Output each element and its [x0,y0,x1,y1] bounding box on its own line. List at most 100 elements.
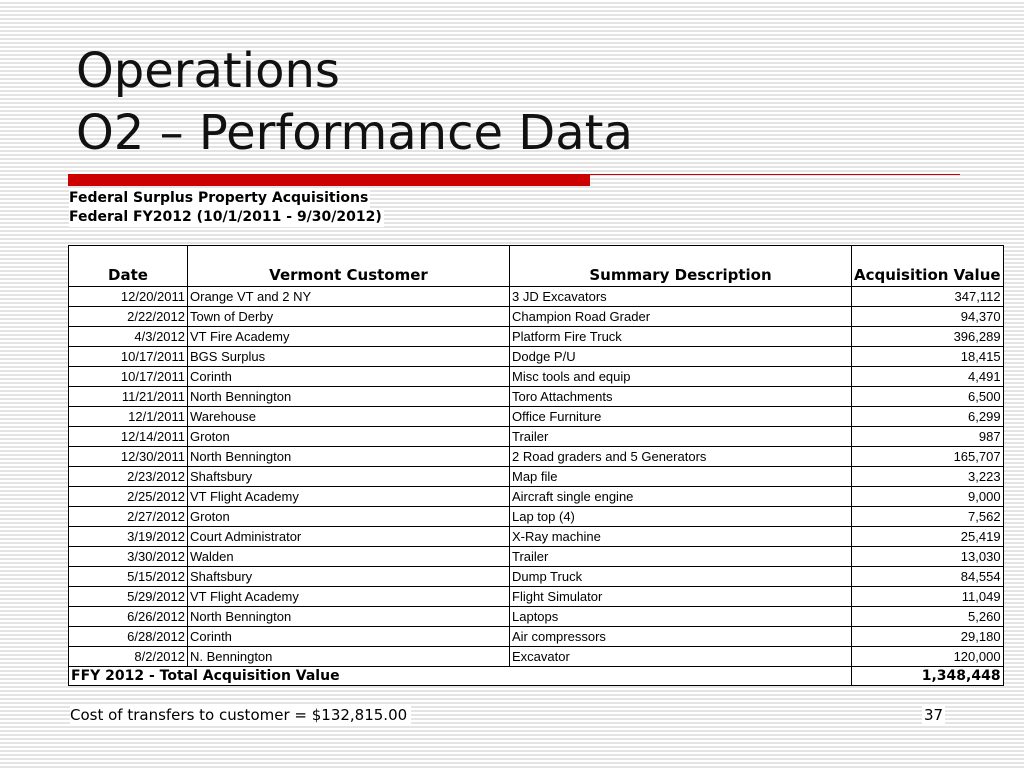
cell-value: 13,030 [851,546,1004,567]
cell-date: 2/25/2012 [68,486,188,507]
column-header-description: Summary Description [509,245,852,287]
cell-date: 6/26/2012 [68,606,188,627]
table-row: 6/26/2012 North Bennington Laptops 5,260 [68,606,1004,627]
report-period: Federal FY2012 (10/1/2011 - 9/30/2012) [69,208,384,227]
column-header-date: Date [68,245,188,287]
table-row: 5/29/2012 VT Flight Academy Flight Simulat… [68,586,1004,607]
table-row: 8/2/2012 N. Bennington Excavator 120,000 [68,646,1004,667]
cell-date: 2/27/2012 [68,506,188,527]
cell-customer: BGS Surplus [187,346,510,367]
cell-customer: Corinth [187,366,510,387]
cell-description: Office Furniture [509,406,852,427]
cell-date: 3/30/2012 [68,546,188,567]
cell-description: Aircraft single engine [509,486,852,507]
cell-date: 10/17/2011 [68,346,188,367]
cell-date: 2/23/2012 [68,466,188,487]
slide-title: Operations O2 – Performance Data [76,40,633,164]
cell-customer: Groton [187,426,510,447]
cell-description: Map file [509,466,852,487]
cell-value: 3,223 [851,466,1004,487]
total-label: FFY 2012 - Total Acquisition Value [68,666,852,686]
cell-customer: VT Flight Academy [187,586,510,607]
cell-customer: VT Flight Academy [187,486,510,507]
table-row: 12/20/2011 Orange VT and 2 NY 3 JD Excava… [68,286,1004,307]
divider-red-bar [68,174,590,186]
cell-customer: Groton [187,506,510,527]
cell-description: Flight Simulator [509,586,852,607]
cell-value: 94,370 [851,306,1004,327]
cell-value: 29,180 [851,626,1004,647]
cell-value: 987 [851,426,1004,447]
divider-thin-line [590,174,960,175]
cell-value: 4,491 [851,366,1004,387]
cell-value: 347,112 [851,286,1004,307]
cell-description: Platform Fire Truck [509,326,852,347]
cell-customer: Town of Derby [187,306,510,327]
cell-description: Trailer [509,546,852,567]
cell-customer: North Bennington [187,446,510,467]
table-row: 12/14/2011 Groton Trailer 987 [68,426,1004,447]
cell-customer: Shaftsbury [187,466,510,487]
cell-date: 5/29/2012 [68,586,188,607]
cell-customer: Corinth [187,626,510,647]
cell-description: Excavator [509,646,852,667]
cell-description: Toro Attachments [509,386,852,407]
cell-customer: North Bennington [187,606,510,627]
title-line-1: Operations [76,43,340,99]
cell-date: 2/22/2012 [68,306,188,327]
table-row: 3/19/2012 Court Administrator X-Ray machin… [68,526,1004,547]
cell-value: 6,299 [851,406,1004,427]
table-row: 12/30/2011 North Bennington 2 Road graders… [68,446,1004,467]
cell-description: Dodge P/U [509,346,852,367]
cell-value: 396,289 [851,326,1004,347]
total-row: FFY 2012 - Total Acquisition Value 1,348… [68,666,1004,686]
cell-description: Misc tools and equip [509,366,852,387]
cell-value: 84,554 [851,566,1004,587]
table-row: 2/25/2012 VT Flight Academy Aircraft singl… [68,486,1004,507]
cell-value: 7,562 [851,506,1004,527]
cell-value: 18,415 [851,346,1004,367]
table-row: 10/17/2011 Corinth Misc tools and equip 4,4… [68,366,1004,387]
cell-customer: Court Administrator [187,526,510,547]
table-header-row: Date Vermont Customer Summary Descriptio… [68,245,1004,287]
cell-date: 12/20/2011 [68,286,188,307]
cell-date: 11/21/2011 [68,386,188,407]
cell-customer: North Bennington [187,386,510,407]
cell-description: 3 JD Excavators [509,286,852,307]
cell-description: Dump Truck [509,566,852,587]
table-row: 2/27/2012 Groton Lap top (4) 7,562 [68,506,1004,527]
title-divider [68,174,960,186]
total-value: 1,348,448 [851,666,1004,686]
cell-description: Lap top (4) [509,506,852,527]
cell-customer: VT Fire Academy [187,326,510,347]
table-row: 2/22/2012 Town of Derby Champion Road Grad… [68,306,1004,327]
cell-value: 25,419 [851,526,1004,547]
cell-customer: Orange VT and 2 NY [187,286,510,307]
cell-date: 5/15/2012 [68,566,188,587]
table-row: 12/1/2011 Warehouse Office Furniture 6,299 [68,406,1004,427]
cell-value: 165,707 [851,446,1004,467]
cell-description: Air compressors [509,626,852,647]
cell-date: 12/30/2011 [68,446,188,467]
cell-date: 8/2/2012 [68,646,188,667]
cell-description: X-Ray machine [509,526,852,547]
table-body: 12/20/2011 Orange VT and 2 NY 3 JD Excava… [68,286,1004,667]
cell-date: 3/19/2012 [68,526,188,547]
cell-value: 120,000 [851,646,1004,667]
transfer-cost-note: Cost of transfers to customer = $132,815… [70,705,412,725]
table-row: 11/21/2011 North Bennington Toro Attachmen… [68,386,1004,407]
cell-description: 2 Road graders and 5 Generators [509,446,852,467]
page-number: 37 [922,705,946,725]
table-row: 10/17/2011 BGS Surplus Dodge P/U 18,415 [68,346,1004,367]
cell-value: 5,260 [851,606,1004,627]
cell-date: 10/17/2011 [68,366,188,387]
title-line-2: O2 – Performance Data [76,105,633,161]
table-row: 2/23/2012 Shaftsbury Map file 3,223 [68,466,1004,487]
cell-date: 6/28/2012 [68,626,188,647]
cell-date: 12/14/2011 [68,426,188,447]
table-row: 5/15/2012 Shaftsbury Dump Truck 84,554 [68,566,1004,587]
cell-description: Trailer [509,426,852,447]
report-heading: Federal Surplus Property Acquisitions [69,189,371,208]
cell-description: Champion Road Grader [509,306,852,327]
cell-customer: Shaftsbury [187,566,510,587]
